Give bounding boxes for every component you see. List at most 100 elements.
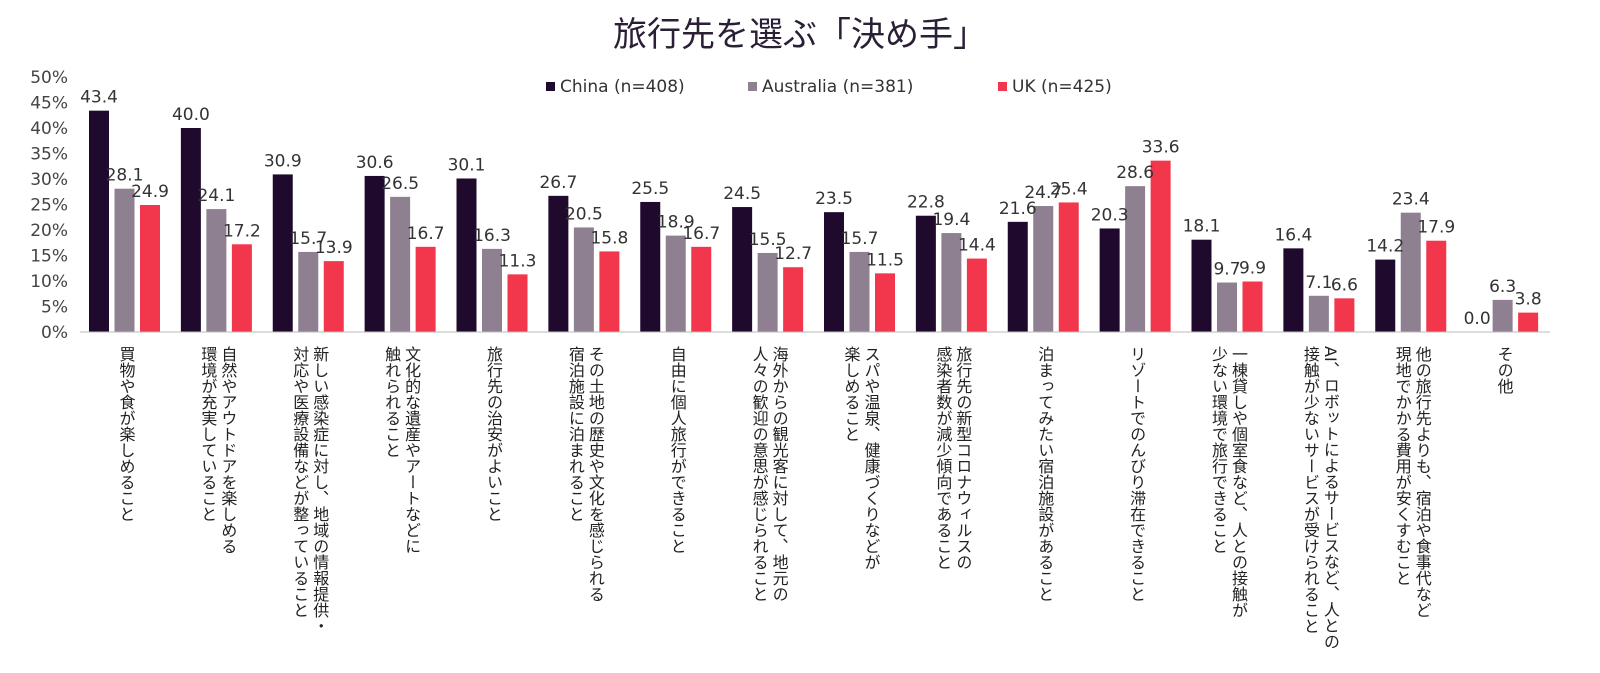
bar-china [915, 215, 936, 332]
legend: China (n=408) Australia (n=381) UK (n=425) [546, 77, 1112, 97]
category-label: 買物や食が楽しめること [116, 346, 135, 522]
bar-uk [1518, 312, 1539, 332]
data-label: 28.6 [1116, 163, 1154, 183]
category-label: 自由に個人旅行ができること [668, 346, 687, 554]
y-tick-label: 30% [30, 170, 68, 190]
data-labels: 43.4 40.0 30.9 30.6 30.1 26.7 25.5 24.5 23.5 22.8… [80, 88, 1542, 329]
bar-australia [1308, 295, 1329, 332]
category-label: 触れられること [382, 346, 401, 458]
bar-uk [1242, 281, 1263, 332]
bar-china [1375, 259, 1396, 332]
category-label: 旅行先の治安がよいこと [484, 346, 503, 522]
bar-australia [482, 248, 502, 332]
data-label: 23.4 [1392, 190, 1430, 210]
data-label: 40.0 [172, 105, 210, 125]
data-label: 9.7 [1213, 260, 1240, 280]
data-label: 18.9 [657, 213, 695, 233]
category-label: 少ない環境で旅行できること [1209, 346, 1228, 554]
bar-australia [573, 227, 594, 332]
data-label: 20.5 [565, 204, 603, 224]
bar-uk [966, 258, 987, 332]
data-label: 22.8 [907, 193, 945, 213]
data-label: 21.6 [999, 199, 1037, 219]
data-label: 14.2 [1366, 237, 1404, 257]
legend-label: UK (n=425) [1012, 77, 1112, 97]
y-tick-label: 25% [30, 196, 68, 216]
bar-uk [875, 273, 895, 332]
bar-australia [206, 209, 227, 332]
category-label: 接触が少ないサービスが受けられること [1301, 346, 1320, 634]
legend-swatch [748, 82, 757, 91]
bar-australia [1492, 299, 1513, 332]
data-label: 24.1 [197, 186, 235, 206]
bar-australia [1125, 186, 1146, 332]
legend-swatch [546, 82, 555, 91]
bar-china [456, 178, 477, 332]
bar-uk [1334, 298, 1355, 332]
category-label: その土地の歴史や文化を感じられる [586, 346, 605, 602]
category-label: 新しい感染症に対し、地域の情報提供・ [310, 346, 329, 634]
y-axis: 0% 5% 10% 15% 20% 25% 30% 35% 40% 45% 50% [30, 68, 68, 343]
bar-australia [849, 251, 870, 332]
y-tick-label: 35% [30, 145, 68, 165]
category-label: 泊まってみたい宿泊施設があること [1035, 346, 1054, 602]
data-label: 25.4 [1050, 179, 1088, 199]
data-label: 18.1 [1183, 217, 1221, 237]
data-label: 17.9 [1417, 218, 1455, 238]
category-label: 楽しめること [841, 346, 860, 442]
bar-australia [941, 233, 962, 332]
category-label: 自然やアウトドアを楽しめる [218, 346, 237, 554]
bar-uk [691, 246, 712, 332]
data-label: 16.7 [407, 224, 445, 244]
bar-china [89, 110, 109, 332]
bar-china [1007, 221, 1028, 332]
bar-china [1191, 239, 1212, 332]
category-label: 人々の歓迎の意思が感じられること [750, 346, 769, 602]
data-label: 16.4 [1274, 225, 1312, 245]
category-label: リゾートでのんびり滞在できること [1127, 346, 1146, 602]
category-label: 文化的な遺産やアートなどに [402, 346, 421, 554]
data-label: 7.1 [1305, 273, 1332, 293]
data-label: 19.4 [932, 210, 970, 230]
y-tick-label: 45% [30, 94, 68, 114]
category-label: 海外からの観光客に対して、地元の [770, 346, 789, 602]
bar-uk [323, 261, 344, 332]
data-label: 30.9 [264, 151, 302, 171]
data-label: 26.7 [539, 173, 577, 193]
data-label: 24.5 [723, 184, 761, 204]
data-label: 12.7 [774, 244, 812, 264]
bar-australia [390, 196, 411, 332]
bar-uk [599, 251, 620, 332]
bar-china [1283, 248, 1304, 332]
y-tick-label: 15% [30, 247, 68, 267]
data-label: 30.6 [356, 153, 394, 173]
bar-china [364, 175, 385, 332]
bar-uk [1426, 240, 1447, 332]
data-label: 25.5 [631, 179, 669, 199]
data-label: 23.5 [815, 189, 853, 209]
category-label: 旅行先の新型コロナウィルスの [953, 346, 972, 570]
category-label: 現地でかかる費用が安くすむこと [1393, 346, 1412, 586]
y-tick-label: 20% [30, 221, 68, 241]
category-label: AI、ロボットによるサービスなど、人との [1321, 346, 1340, 650]
category-label: 他の旅行先よりも、宿泊や食事代など [1413, 346, 1432, 618]
bar-china [180, 128, 201, 332]
y-tick-label: 10% [30, 272, 68, 292]
bar-china [640, 201, 661, 332]
bar-china [824, 212, 844, 332]
data-label: 9.9 [1239, 259, 1266, 279]
bar-australia [298, 251, 319, 332]
chart-title: 旅行先を選ぶ「決め手」 [613, 15, 987, 55]
category-label: その他 [1495, 346, 1514, 395]
bar-uk [783, 267, 804, 332]
data-label: 15.8 [590, 228, 628, 248]
y-tick-label: 50% [30, 68, 68, 88]
y-tick-label: 40% [30, 119, 68, 139]
bar-china [272, 174, 293, 332]
data-label: 30.1 [448, 155, 486, 175]
category-label: 対応や医療設備などが整っていること [290, 346, 309, 618]
data-label: 17.2 [223, 221, 261, 241]
data-label: 28.1 [106, 166, 144, 186]
